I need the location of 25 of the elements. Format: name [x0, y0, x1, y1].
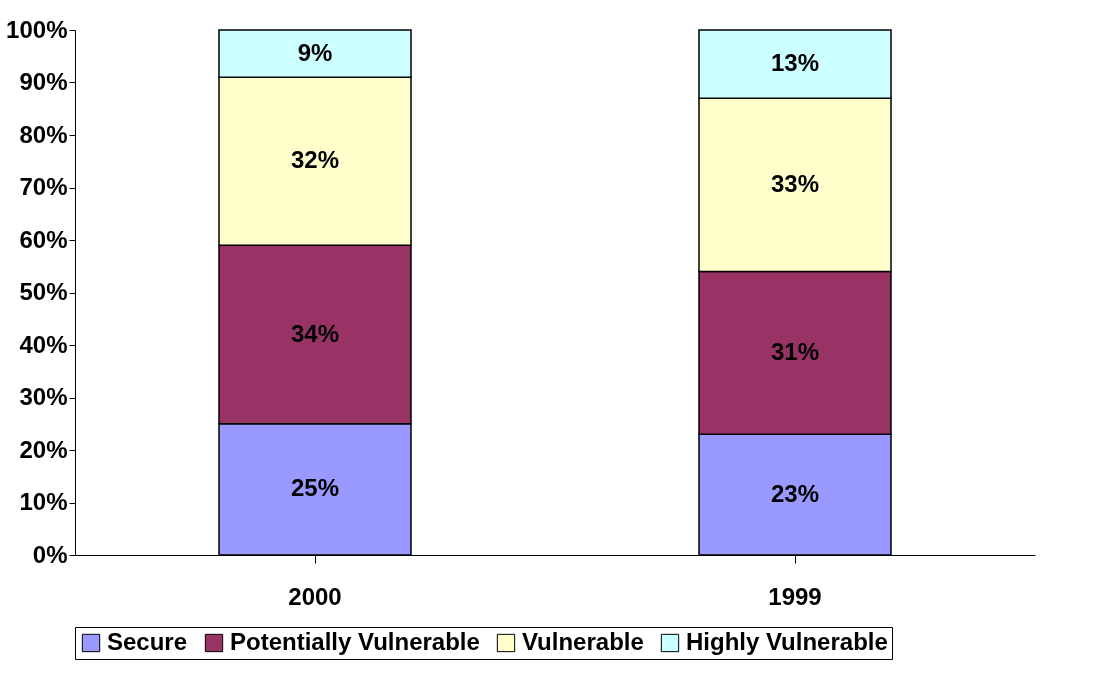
y-tick-label: 10%	[19, 488, 68, 515]
data-label: 34%	[290, 319, 340, 347]
y-tick-label: 100%	[6, 15, 68, 43]
y-tick-label: 0%	[32, 540, 68, 568]
data-label: 33%	[770, 169, 820, 197]
data-label: 32%	[290, 146, 340, 174]
data-label: 31%	[770, 337, 820, 365]
x-tick-label: 2000	[288, 582, 342, 610]
legend-label: Potentially Vulnerable	[230, 628, 480, 655]
data-label: 23%	[770, 479, 820, 507]
legend-label: Highly Vulnerable	[686, 628, 888, 655]
data-label: 13%	[770, 49, 820, 77]
y-tick-label: 20%	[19, 435, 68, 463]
data-label: 25%	[290, 474, 340, 502]
y-tick-label: 60%	[19, 225, 68, 253]
y-tick-label: 80%	[19, 120, 68, 148]
y-tick-label: 70%	[19, 173, 68, 200]
y-tick-label: 50%	[19, 278, 68, 305]
data-label: 9%	[297, 38, 333, 66]
legend-label: Secure	[107, 628, 188, 655]
x-tick-label: 1999	[768, 582, 822, 610]
y-tick-label: 30%	[19, 383, 68, 410]
y-tick-label: 40%	[19, 330, 68, 358]
legend-label: Vulnerable	[522, 628, 644, 655]
y-tick-label: 90%	[19, 68, 68, 95]
